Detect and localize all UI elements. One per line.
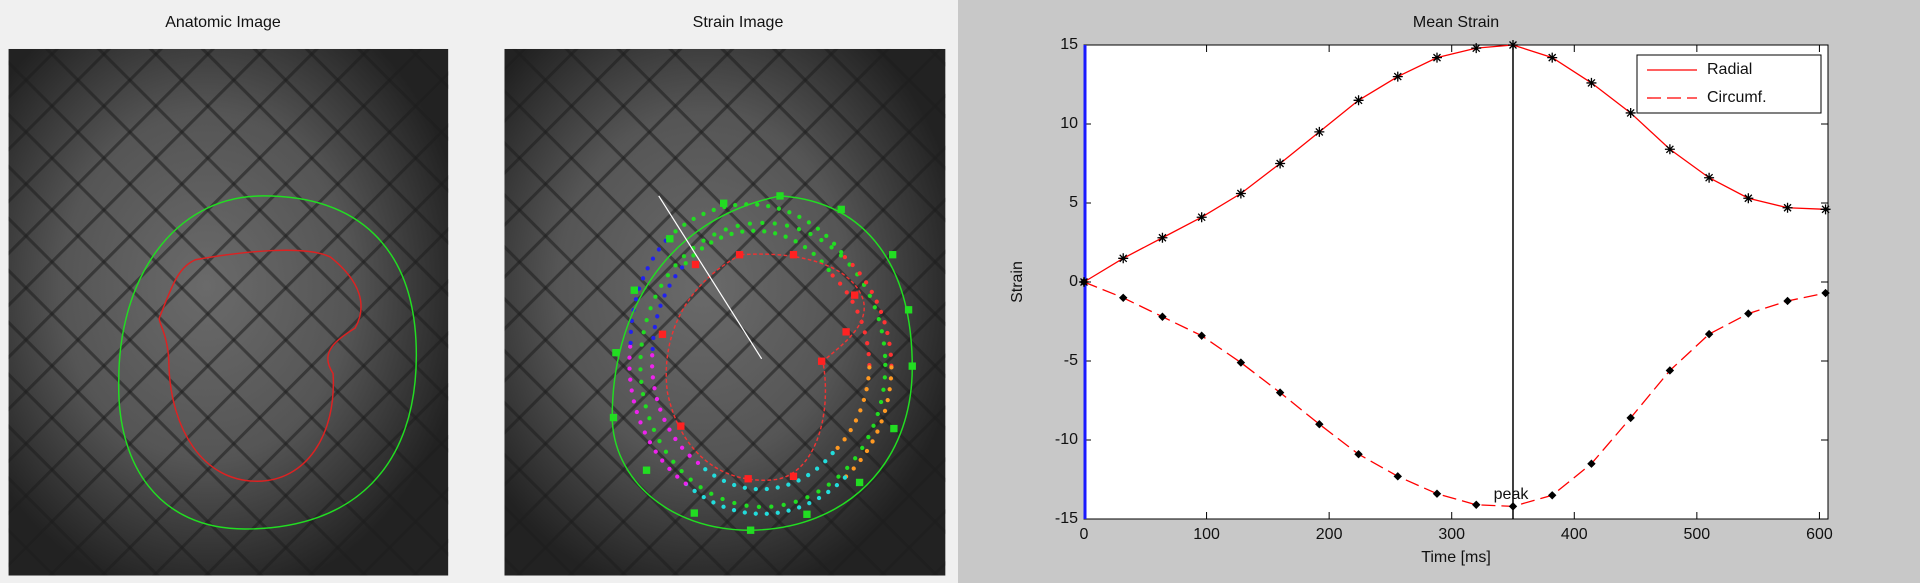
data-marker: [1079, 277, 1089, 287]
plot-area: [1084, 45, 1828, 519]
legend-box: [1636, 54, 1822, 114]
x-tick-label: 0: [1080, 526, 1089, 543]
x-tick-label: 200: [1316, 526, 1343, 543]
strain-image: [504, 48, 946, 576]
y-tick-label: 5: [1069, 194, 1078, 211]
data-marker: [1704, 172, 1715, 183]
x-tick-label: 500: [1683, 526, 1710, 543]
data-marker: [1625, 107, 1636, 118]
x-axis-label: Time [ms]: [1421, 549, 1491, 566]
y-tick-label: 0: [1069, 273, 1078, 290]
data-marker: [1743, 193, 1754, 204]
data-marker: [1821, 288, 1830, 298]
data-marker: [1158, 312, 1167, 321]
data-marker: [1744, 309, 1753, 318]
y-tick-label: 15: [1060, 36, 1078, 53]
data-marker: [1471, 43, 1482, 54]
data-marker: [1197, 331, 1206, 340]
anatomic-image: [8, 48, 449, 576]
series-line: [1083, 44, 1826, 283]
x-tick-label: 300: [1438, 526, 1465, 543]
data-marker: [1393, 472, 1402, 481]
y-tick-label: -5: [1064, 352, 1078, 369]
data-marker: [1314, 126, 1325, 137]
data-marker: [1586, 77, 1597, 88]
data-marker: [1275, 388, 1285, 397]
data-marker: [1119, 293, 1128, 303]
data-marker: [1782, 202, 1793, 213]
legend-label: Radial: [1707, 61, 1752, 78]
data-marker: [1587, 459, 1596, 468]
data-marker: [1157, 232, 1168, 243]
legend-label: Circumf.: [1707, 89, 1767, 106]
y-tick-label: -10: [1055, 431, 1078, 448]
annotation: peak: [1494, 486, 1530, 503]
panel-title: Anatomic Image: [165, 14, 281, 31]
panel-title: Strain Image: [693, 14, 784, 31]
data-marker: [1508, 502, 1518, 511]
data-marker: [1432, 52, 1442, 63]
y-tick-label: 10: [1060, 115, 1078, 132]
x-tick-label: 600: [1806, 526, 1833, 543]
data-marker: [1665, 366, 1675, 375]
data-marker: [1508, 40, 1518, 50]
y-tick-label: -15: [1055, 510, 1078, 527]
data-marker: [1235, 188, 1246, 199]
data-marker: [1664, 144, 1675, 155]
data-marker: [1275, 158, 1286, 169]
series-line: [1083, 281, 1826, 508]
data-marker: [1392, 71, 1403, 82]
data-marker: [1353, 95, 1364, 106]
data-marker: [1118, 253, 1129, 264]
data-marker: [1783, 296, 1792, 306]
data-marker: [1472, 500, 1481, 509]
data-marker: [1196, 212, 1207, 223]
data-marker: [1354, 450, 1363, 459]
data-marker: [1432, 489, 1442, 498]
data-marker: [1236, 358, 1246, 367]
data-marker: [1548, 491, 1557, 500]
chart-title: Mean Strain: [1413, 14, 1499, 31]
data-marker: [1315, 419, 1324, 429]
x-tick-label: 100: [1193, 526, 1220, 543]
data-marker: [1704, 329, 1714, 339]
data-marker: [1820, 204, 1831, 215]
x-tick-label: 400: [1561, 526, 1588, 543]
data-marker: [1547, 52, 1558, 63]
data-marker: [1626, 413, 1635, 423]
y-axis-label: Strain: [1009, 261, 1026, 303]
